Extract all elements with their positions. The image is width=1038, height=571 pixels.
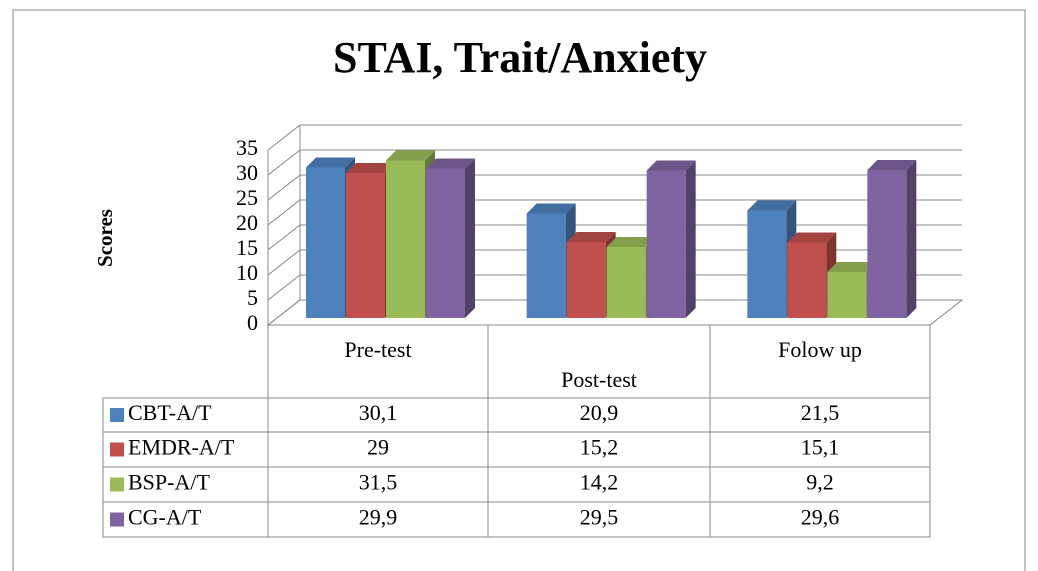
table-cell: 29,6 xyxy=(801,505,840,530)
y-tick-label: 25 xyxy=(236,185,258,210)
x-tick-label: Post-test xyxy=(561,367,637,392)
bar xyxy=(867,170,907,318)
y-tick-label: 15 xyxy=(236,235,258,260)
grid-line xyxy=(267,299,962,326)
grid-line xyxy=(267,249,962,276)
legend-swatch xyxy=(110,477,124,492)
grid-line xyxy=(267,199,962,226)
grid-line xyxy=(267,174,962,201)
bar-top xyxy=(606,237,656,247)
table-cell: 14,2 xyxy=(580,470,619,495)
bar-top xyxy=(426,158,475,169)
bar xyxy=(306,167,345,318)
bar xyxy=(426,168,465,318)
bar xyxy=(566,242,606,318)
legend-label: CBT-A/T xyxy=(128,400,212,425)
grid-line xyxy=(267,274,962,301)
bar xyxy=(386,160,425,318)
bar xyxy=(827,272,867,318)
bar-top xyxy=(386,150,435,161)
table-cell: 15,1 xyxy=(801,435,840,460)
table-cell: 29,9 xyxy=(359,505,398,530)
table-cell: 15,2 xyxy=(580,435,619,460)
grid-line xyxy=(267,224,962,251)
table-cell: 29 xyxy=(367,435,389,460)
bar-side xyxy=(465,158,475,318)
legend-label: EMDR-A/T xyxy=(128,435,235,460)
chart-frame xyxy=(12,9,1026,571)
y-tick-label: 20 xyxy=(236,210,258,235)
legend-label: CG-A/T xyxy=(128,505,202,530)
bar-top xyxy=(306,157,355,168)
bar xyxy=(346,173,385,318)
bar xyxy=(646,170,686,318)
bar xyxy=(747,210,787,318)
bar-top xyxy=(566,232,616,242)
bar-top xyxy=(747,200,797,211)
y-tick-label: 10 xyxy=(236,260,258,285)
grid-line xyxy=(267,124,962,151)
table-cell: 9,2 xyxy=(806,470,834,495)
bar-side xyxy=(906,160,917,318)
bar-top xyxy=(867,160,917,170)
bar xyxy=(606,247,646,318)
table-cell: 20,9 xyxy=(580,400,619,425)
bar-top xyxy=(646,160,696,171)
table-cell: 21,5 xyxy=(801,400,840,425)
bar-side xyxy=(685,160,696,318)
bar-top xyxy=(526,203,576,214)
x-tick-label: Folow up xyxy=(778,337,862,362)
bar-top xyxy=(787,232,837,243)
table-cell: 30,1 xyxy=(359,400,398,425)
y-axis-label: Scores xyxy=(93,209,117,267)
bar xyxy=(787,242,827,318)
y-tick-label: 5 xyxy=(247,285,258,310)
legend-label: BSP-A/T xyxy=(128,470,210,495)
y-tick-label: 30 xyxy=(236,160,258,185)
grid-line xyxy=(267,149,962,176)
legend-swatch xyxy=(110,408,124,422)
legend-swatch xyxy=(110,442,124,457)
chart-title: STAI, Trait/Anxiety xyxy=(333,33,707,82)
bar-top xyxy=(346,163,395,173)
table-cell: 31,5 xyxy=(359,470,398,495)
y-tick-label: 35 xyxy=(236,135,258,160)
x-tick-label: Pre-test xyxy=(344,337,411,362)
table-cell: 29,5 xyxy=(580,505,619,530)
y-tick-label: 0 xyxy=(247,310,258,335)
bar xyxy=(526,213,566,318)
bar-top xyxy=(827,262,877,272)
legend-swatch xyxy=(110,512,124,527)
